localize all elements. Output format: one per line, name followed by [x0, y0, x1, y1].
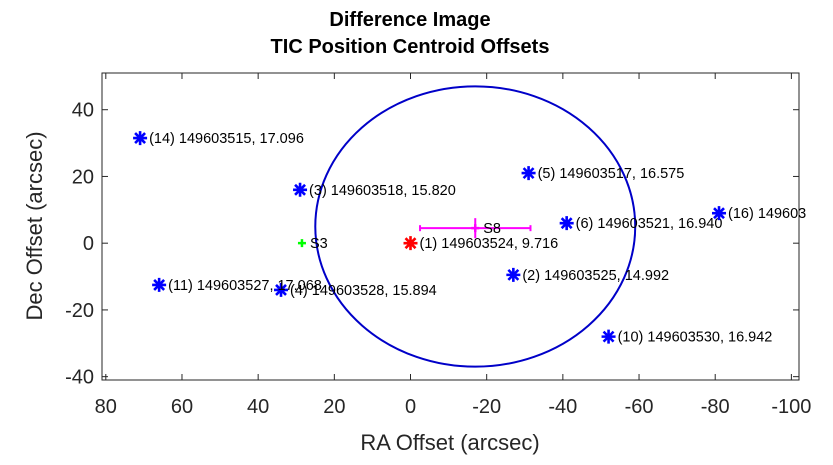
star-8: (11) 149603527, 17.068: [152, 278, 322, 294]
star-label: (1) 149603524, 9.716: [420, 236, 559, 252]
star-5: (5) 149603517, 16.575: [521, 166, 685, 182]
x-tick-label: -40: [548, 396, 577, 418]
y-tick-label: 40: [72, 100, 94, 122]
y-tick-label: -40: [65, 367, 94, 389]
star-marker: [521, 166, 536, 181]
star-label: (3) 149603518, 15.820: [309, 183, 456, 199]
x-tick-label: 40: [247, 396, 269, 418]
uncertainty-circle: [314, 85, 637, 368]
star-label: (10) 149603530, 16.942: [618, 330, 773, 346]
star-marker: [274, 282, 289, 297]
x-axis-label: RA Offset (arcsec): [360, 430, 539, 455]
centroid-label: S3: [310, 236, 328, 252]
plot-marks: S8 S3 (1) 149603524, 9.716 (2) 149603525, 1…: [133, 85, 806, 368]
chart-title-line-2: TIC Position Centroid Offsets: [271, 36, 550, 58]
star-marker: [152, 277, 167, 292]
centroid-label: S8: [483, 221, 501, 237]
star-9: (14) 149603515, 17.096: [133, 131, 304, 147]
star-4: (4) 149603528, 15.894: [274, 282, 437, 299]
x-tick-label: -80: [701, 396, 730, 418]
star-label: (5) 149603517, 16.575: [538, 166, 685, 182]
star-marker: [601, 329, 616, 344]
star-marker: [559, 216, 574, 231]
centroid-marker: [471, 224, 480, 233]
y-tick-label: 0: [83, 233, 94, 255]
star-10: (16) 149603: [712, 206, 806, 222]
star-label: (6) 149603521, 16.940: [576, 216, 723, 232]
plot-area: [101, 72, 800, 381]
star-label: (2) 149603525, 14.992: [522, 268, 669, 284]
centroid-s3: S3: [297, 236, 328, 252]
x-tick-label: -20: [472, 396, 501, 418]
x-tick-label: -100: [771, 396, 811, 418]
star-6: (6) 149603521, 16.940: [559, 216, 723, 232]
star-marker: [133, 131, 148, 146]
x-tick-label: 60: [171, 396, 193, 418]
star-label: (4) 149603528, 15.894: [290, 283, 437, 299]
x-tick-label: 20: [323, 396, 345, 418]
y-tick-label: -20: [65, 300, 94, 322]
chart-title-line-1: Difference Image: [329, 9, 490, 31]
star-2: (2) 149603525, 14.992: [506, 268, 669, 284]
star-label: (14) 149603515, 17.096: [149, 131, 304, 147]
star-marker: [293, 182, 308, 197]
centroid-marker: [297, 239, 306, 248]
star-label: (16) 149603: [728, 206, 806, 222]
star-3: (3) 149603518, 15.820: [293, 182, 456, 199]
y-axis-label: Dec Offset (arcsec): [22, 131, 47, 320]
axes: 80 60 40 20 0 -20 -40 -60 -80 -100 -40 -20 0 20 40: [65, 73, 811, 418]
x-tick-label: 80: [95, 396, 117, 418]
x-tick-label: -60: [625, 396, 654, 418]
y-tick-label: 20: [72, 166, 94, 188]
star-marker: [506, 267, 521, 282]
star-marker: [712, 206, 727, 221]
centroid-s8: S8: [419, 218, 532, 239]
star-marker: [403, 236, 418, 251]
star-1: (1) 149603524, 9.716: [403, 236, 559, 252]
x-tick-label: 0: [405, 396, 416, 418]
star-label: (11) 149603527, 17.068: [168, 278, 322, 294]
star-7: (10) 149603530, 16.942: [601, 329, 773, 346]
